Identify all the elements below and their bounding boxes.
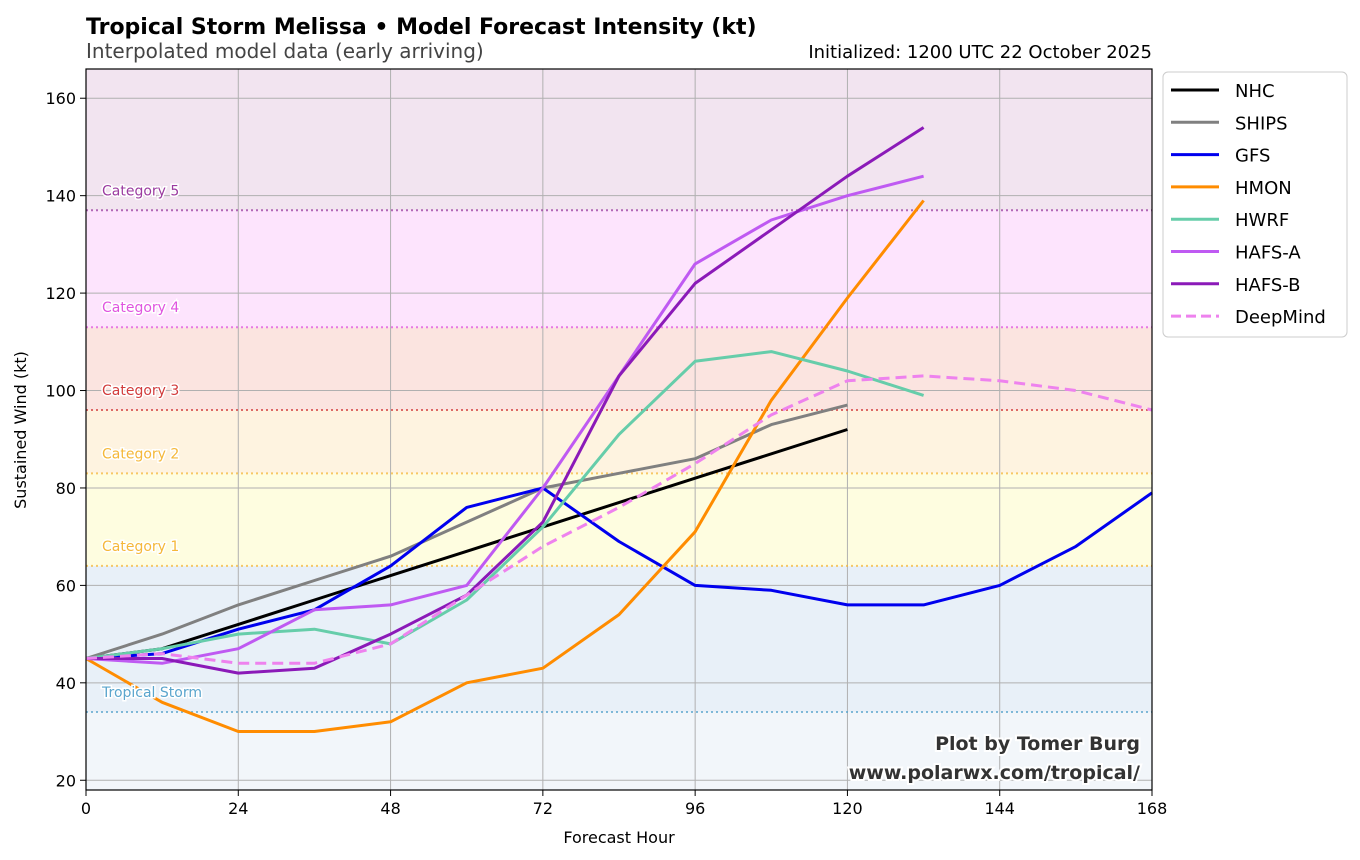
band-category-1 — [86, 473, 1152, 566]
band-category-5 — [86, 69, 1152, 211]
credit-url: www.polarwx.com/tropical/ — [849, 762, 1140, 784]
x-tick-label-72: 72 — [533, 799, 553, 818]
legend-label-ships: SHIPS — [1235, 113, 1288, 134]
chart-title: Tropical Storm Melissa • Model Forecast … — [86, 15, 757, 40]
category-label-category-4: Category 4 — [102, 300, 179, 316]
model-series — [85, 126, 1153, 733]
category-bands — [86, 69, 1152, 790]
chart-subtitle: Interpolated model data (early arriving) — [86, 39, 484, 63]
series-hafs-a — [85, 174, 924, 665]
series-hmon — [85, 199, 925, 733]
credit-author: Plot by Tomer Burg — [935, 733, 1140, 755]
band-below-tropical-storm — [86, 712, 1152, 790]
band-tropical-storm — [86, 565, 1152, 713]
legend-label-nhc: NHC — [1235, 81, 1275, 102]
series-hafs-b — [86, 126, 925, 675]
y-tick-label-100: 100 — [45, 382, 76, 401]
y-tick-label-160: 160 — [45, 89, 76, 108]
y-tick-label-20: 20 — [56, 771, 76, 790]
legend-label-deepmind: DeepMind — [1235, 307, 1326, 328]
plot-frame — [85, 68, 1153, 791]
legend-label-hwrf: HWRF — [1235, 210, 1289, 231]
category-label-category-1: Category 1 — [102, 539, 179, 555]
series-hwrf — [85, 350, 925, 660]
series-ships — [85, 403, 848, 660]
category-labels: Tropical Storm Category 1 Category 2 Catego… — [100, 182, 204, 703]
y-tick-label-40: 40 — [56, 674, 76, 693]
y-axis-ticks: 20 40 60 80 100 120 140 160 — [45, 89, 86, 790]
band-category-2 — [86, 410, 1152, 474]
category-label-category-5: Category 5 — [102, 183, 179, 199]
legend-label-hafs-a: HAFS-A — [1235, 243, 1301, 264]
series-deepmind — [85, 374, 1153, 665]
x-tick-label-24: 24 — [228, 799, 248, 818]
y-tick-label-140: 140 — [45, 187, 76, 206]
x-tick-label-168: 168 — [1137, 799, 1168, 818]
legend-label-hmon: HMON — [1235, 178, 1292, 199]
x-tick-label-48: 48 — [380, 799, 400, 818]
y-tick-label-80: 80 — [56, 479, 76, 498]
x-tick-label-144: 144 — [984, 799, 1015, 818]
y-axis-label: Sustained Wind (kt) — [11, 351, 30, 509]
y-tick-label-60: 60 — [56, 576, 76, 595]
category-label-category-2: Category 2 — [102, 446, 179, 462]
init-time: Initialized: 1200 UTC 22 October 2025 — [808, 42, 1152, 63]
category-label-tropical-storm: Tropical Storm — [101, 685, 202, 701]
x-tick-label-96: 96 — [685, 799, 705, 818]
legend: NHC SHIPS GFS HMON HWRF HAFS-A HAFS-B DeepMind — [1162, 71, 1348, 338]
band-category-3 — [86, 327, 1152, 411]
x-axis-ticks: 0 24 48 72 96 120 144 168 — [81, 790, 1167, 818]
x-axis-label: Forecast Hour — [563, 828, 675, 847]
category-label-category-3: Category 3 — [102, 383, 179, 399]
series-gfs — [85, 486, 1153, 660]
legend-box — [1162, 71, 1348, 338]
band-category-4 — [86, 210, 1152, 328]
legend-label-hafs-b: HAFS-B — [1235, 275, 1301, 296]
y-tick-label-120: 120 — [45, 284, 76, 303]
x-tick-label-0: 0 — [81, 799, 91, 818]
legend-label-gfs: GFS — [1235, 146, 1270, 167]
x-tick-label-120: 120 — [832, 799, 863, 818]
